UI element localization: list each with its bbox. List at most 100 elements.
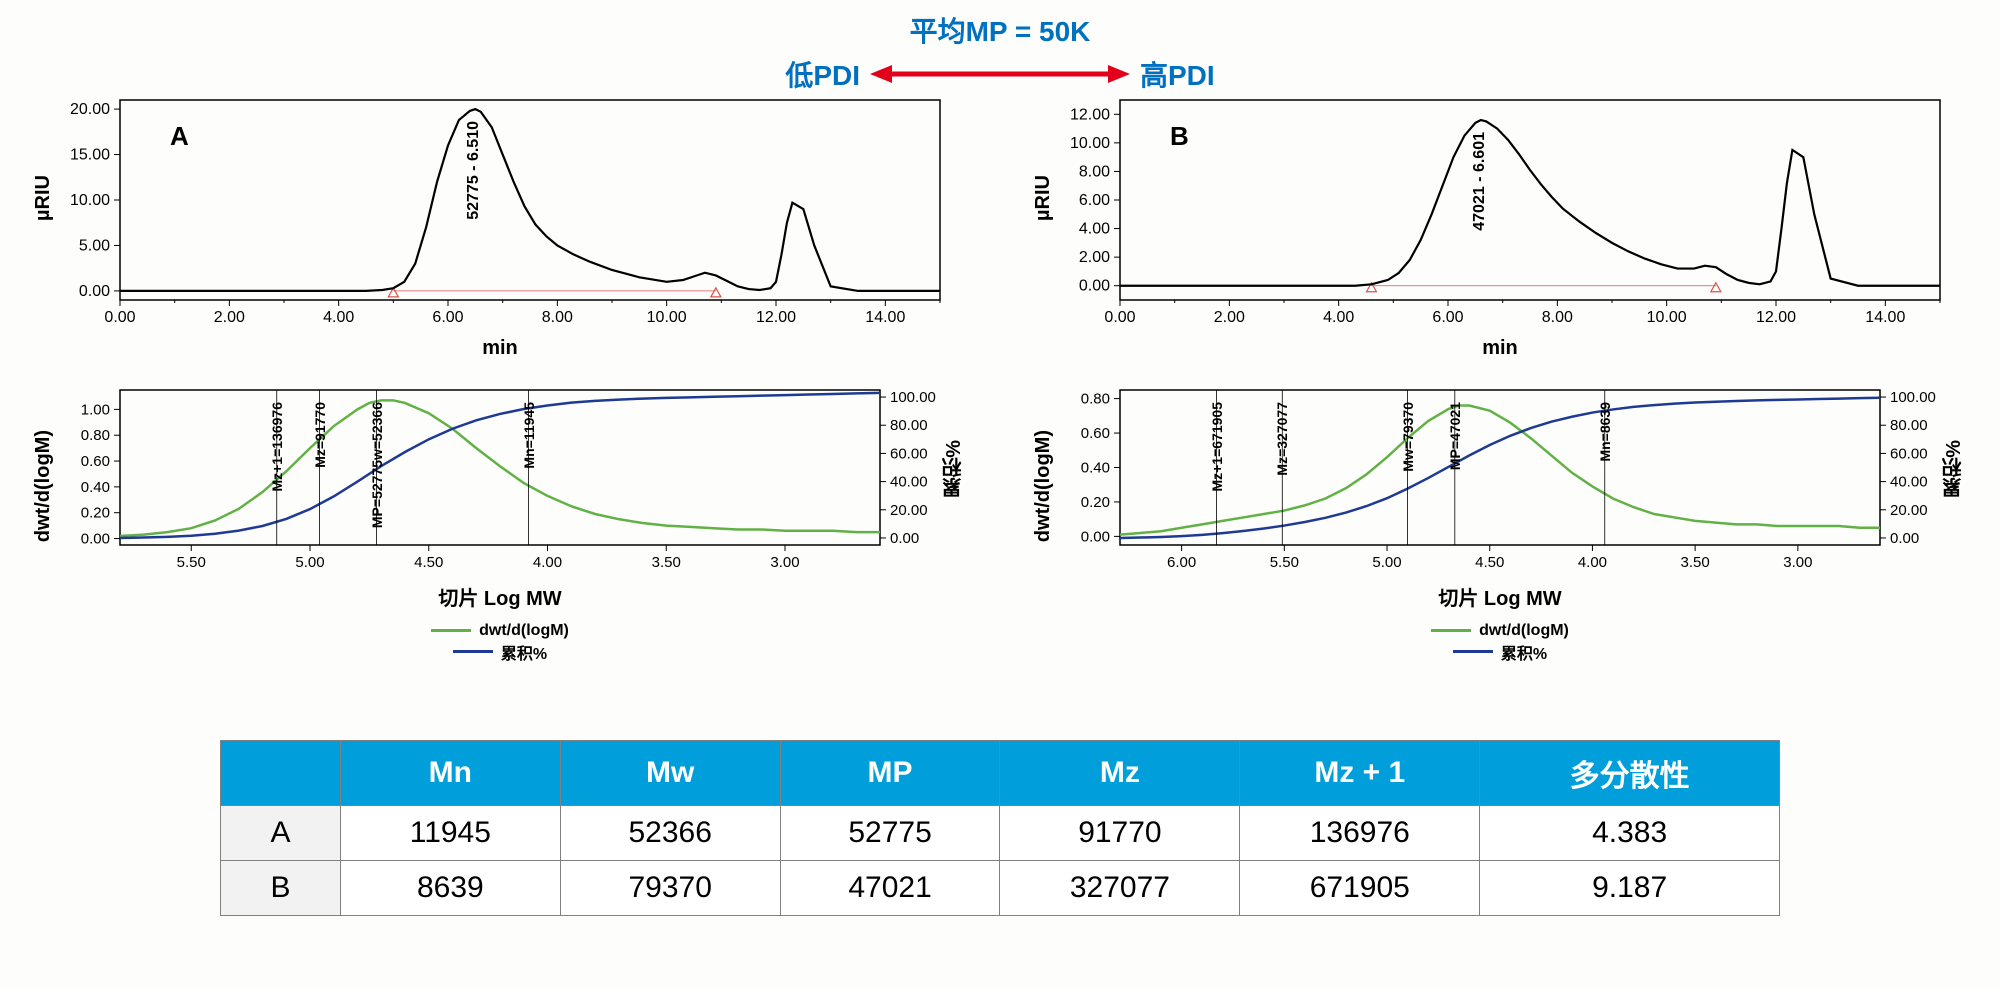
svg-text:0.20: 0.20 — [1081, 494, 1110, 511]
y-axis-label: dwt/d(logM) — [32, 430, 55, 542]
mw-annotation: Mz=91770 — [312, 402, 328, 468]
svg-text:2.00: 2.00 — [1214, 309, 1245, 326]
distribution-a: 0.000.200.400.600.801.000.0020.0040.0060… — [40, 380, 960, 580]
svg-text:6.00: 6.00 — [1167, 554, 1196, 571]
svg-text:4.00: 4.00 — [1578, 554, 1607, 571]
svg-text:10.00: 10.00 — [1647, 309, 1687, 326]
svg-text:15.00: 15.00 — [70, 147, 110, 164]
table-header: MP — [780, 741, 1000, 806]
svg-text:0.00: 0.00 — [1104, 309, 1135, 326]
svg-text:14.00: 14.00 — [865, 309, 905, 326]
svg-text:0.00: 0.00 — [1079, 278, 1110, 295]
svg-text:4.00: 4.00 — [1079, 221, 1110, 238]
svg-text:20.00: 20.00 — [1890, 502, 1928, 519]
x-axis-label: min — [1040, 337, 1960, 360]
svg-text:0.60: 0.60 — [81, 453, 110, 470]
mw-annotation: Mn=8639 — [1597, 402, 1613, 462]
table-cell: 52775 — [780, 806, 1000, 861]
svg-text:6.00: 6.00 — [1432, 309, 1463, 326]
table-cell: 4.383 — [1480, 806, 1780, 861]
svg-text:100.00: 100.00 — [890, 389, 936, 406]
svg-text:0.40: 0.40 — [81, 479, 110, 496]
svg-text:5.00: 5.00 — [295, 554, 324, 571]
svg-text:0.60: 0.60 — [1081, 425, 1110, 442]
svg-text:5.00: 5.00 — [79, 237, 110, 254]
svg-text:60.00: 60.00 — [1890, 445, 1928, 462]
svg-text:0.00: 0.00 — [81, 531, 110, 548]
svg-text:4.50: 4.50 — [1475, 554, 1504, 571]
svg-text:4.00: 4.00 — [533, 554, 562, 571]
svg-text:0.00: 0.00 — [79, 283, 110, 300]
table-header: Mz + 1 — [1240, 741, 1480, 806]
table-cell: 79370 — [560, 861, 780, 916]
legend-green: dwt/d(logM) — [479, 622, 569, 640]
svg-text:1.00: 1.00 — [81, 401, 110, 418]
svg-text:10.00: 10.00 — [70, 192, 110, 209]
table-cell: B — [221, 861, 341, 916]
svg-text:0.80: 0.80 — [81, 427, 110, 444]
svg-text:4.50: 4.50 — [414, 554, 443, 571]
mw-annotation: Mz=327077 — [1274, 402, 1290, 476]
table-row: B863979370470213270776719059.187 — [221, 861, 1780, 916]
charts-row: 0.00 5.00 10.00 15.00 20.00 0.00 2.00 4.00 6.00 8… — [40, 85, 1960, 664]
svg-text:4.00: 4.00 — [1323, 309, 1354, 326]
table-cell: 11945 — [340, 806, 560, 861]
legend-b: dwt/d(logM) 累积% — [1040, 619, 1960, 664]
svg-text:3.00: 3.00 — [770, 554, 799, 571]
mw-annotation: MP=52775w=52366 — [369, 402, 385, 528]
svg-text:0.20: 0.20 — [81, 505, 110, 522]
table-cell: 9.187 — [1480, 861, 1780, 916]
mw-annotation: Mn=11945 — [521, 402, 537, 469]
legend-a: dwt/d(logM) 累积% — [40, 619, 960, 664]
header-title: 平均MP = 50K — [0, 10, 2000, 50]
svg-text:20.00: 20.00 — [70, 101, 110, 118]
svg-text:12.00: 12.00 — [756, 309, 796, 326]
svg-text:3.00: 3.00 — [1783, 554, 1812, 571]
legend-blue: 累积% — [1501, 640, 1547, 664]
table-cell: 8639 — [340, 861, 560, 916]
peak-label: 52775 - 6.510 — [465, 121, 483, 220]
svg-text:14.00: 14.00 — [1865, 309, 1905, 326]
svg-text:0.00: 0.00 — [1890, 530, 1919, 547]
x-axis-label: min — [40, 337, 960, 360]
svg-text:10.00: 10.00 — [1070, 135, 1110, 152]
x-axis-label: 切片 Log MW — [1040, 582, 1960, 611]
svg-text:0.40: 0.40 — [1081, 460, 1110, 477]
table-row: A119455236652775917701369764.383 — [221, 806, 1780, 861]
legend-green: dwt/d(logM) — [1479, 622, 1569, 640]
svg-text:5.00: 5.00 — [1372, 554, 1401, 571]
table-cell: 47021 — [780, 861, 1000, 916]
table-cell: 136976 — [1240, 806, 1480, 861]
svg-text:5.50: 5.50 — [177, 554, 206, 571]
svg-text:20.00: 20.00 — [890, 502, 928, 519]
table-header: Mz — [1000, 741, 1240, 806]
table-header — [221, 741, 341, 806]
panel-label-a: A — [170, 121, 189, 152]
chromatogram-b: 0.00 2.00 4.00 6.00 8.00 10.00 12.00 0.00 2.00 4.… — [1040, 85, 1960, 335]
table-cell: A — [221, 806, 341, 861]
y-axis-label: µRIU — [32, 175, 55, 221]
table-cell: 52366 — [560, 806, 780, 861]
svg-text:80.00: 80.00 — [890, 417, 928, 434]
svg-text:60.00: 60.00 — [890, 445, 928, 462]
chart-column-a: 0.005.0010.0015.0020.000.002.004.006.008… — [40, 85, 960, 664]
panel-label-b: B — [1170, 121, 1189, 152]
svg-text:0.00: 0.00 — [104, 309, 135, 326]
results-table: MnMwMPMzMz + 1多分散性A119455236652775917701… — [220, 740, 1780, 916]
svg-text:2.00: 2.00 — [1079, 249, 1110, 266]
svg-text:80.00: 80.00 — [1890, 417, 1928, 434]
svg-text:0.00: 0.00 — [1081, 528, 1110, 545]
svg-text:5.50: 5.50 — [1270, 554, 1299, 571]
double-arrow-icon — [870, 60, 1130, 88]
chromatogram-a: 0.005.0010.0015.0020.000.002.004.006.008… — [40, 85, 960, 335]
table-cell: 671905 — [1240, 861, 1480, 916]
table-cell: 91770 — [1000, 806, 1240, 861]
svg-text:2.00: 2.00 — [214, 309, 245, 326]
svg-text:8.00: 8.00 — [1542, 309, 1573, 326]
svg-text:4.00: 4.00 — [323, 309, 354, 326]
distribution-b: 0.000.200.400.600.800.0020.0040.0060.008… — [1040, 380, 1960, 580]
svg-text:12.00: 12.00 — [1756, 309, 1796, 326]
y2-axis-label: 累积% — [1939, 440, 1968, 498]
svg-text:3.50: 3.50 — [652, 554, 681, 571]
y-axis-label: dwt/d(logM) — [1032, 430, 1055, 542]
